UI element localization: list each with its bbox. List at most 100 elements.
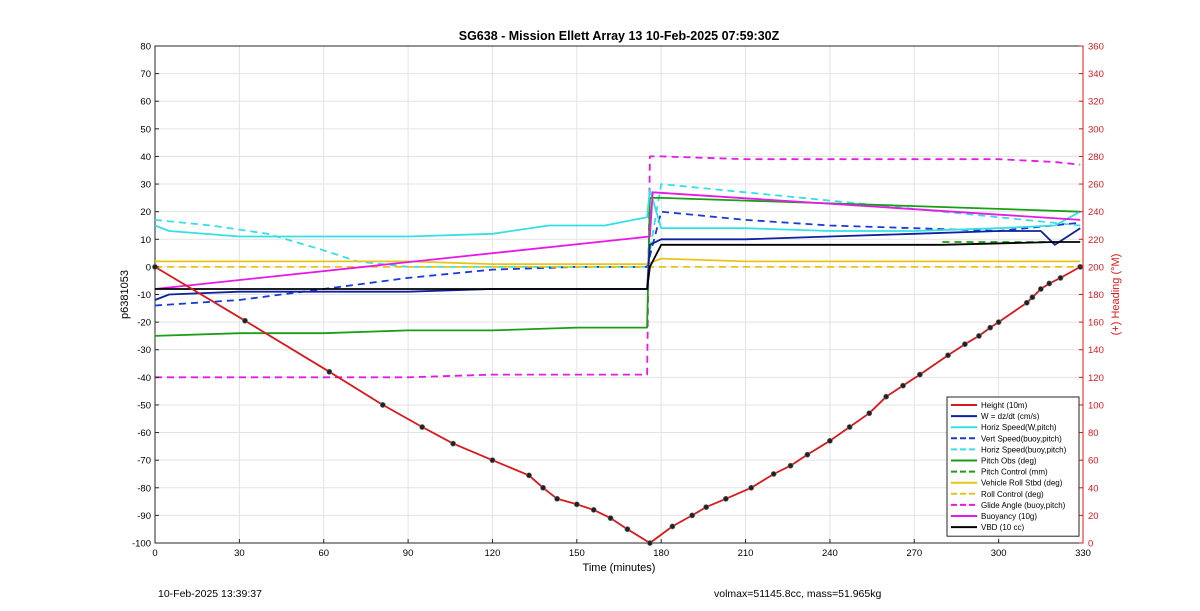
- legend-entry-label: Pitch Obs (deg): [981, 457, 1037, 466]
- series-line-buoyancy-10g: [154, 191, 1081, 290]
- legend-entry-label: Pitch Control (mm): [981, 468, 1048, 477]
- legend-entry-label: Vehicle Roll Stbd (deg): [981, 479, 1063, 488]
- height-marker: [379, 402, 386, 408]
- legend-entry-label: Glide Angle (buoy,pitch): [981, 501, 1066, 510]
- height-marker: [770, 471, 777, 477]
- height-marker: [976, 333, 982, 339]
- height-marker: [827, 437, 833, 444]
- footer-summary: volmax=51145.8cc, mass=51.965kg: [714, 588, 882, 600]
- x-tick-label: 30: [234, 548, 245, 559]
- height-marker: [689, 512, 696, 519]
- y-tick-label: -40: [137, 373, 151, 384]
- legend-entry-label: Vert Speed(buoy,pitch): [981, 434, 1062, 443]
- x-axis-label: Time (minutes): [583, 562, 656, 574]
- legend-box: [946, 396, 1080, 537]
- height-marker: [961, 341, 968, 348]
- height-marker: [1023, 299, 1030, 306]
- x-tick-label: 150: [569, 548, 585, 559]
- y2-axis-label: (+) Heading (°M): [1110, 254, 1122, 336]
- y-tick-label: -30: [137, 345, 151, 356]
- height-marker: [846, 424, 853, 430]
- legend-entry-label: Roll Control (deg): [981, 490, 1044, 499]
- x-tick-label: 180: [653, 548, 669, 559]
- y-tick-label: 70: [140, 69, 151, 80]
- series-height-10m: [152, 263, 1084, 546]
- height-marker: [647, 540, 653, 546]
- x-tick-label: 90: [403, 548, 414, 559]
- x-tick-label: 0: [152, 548, 157, 559]
- series-line-w-dz-dt-cm-s: [154, 227, 1081, 301]
- series-line-horiz-speed-w-pitch: [154, 188, 1081, 238]
- series-buoyancy-10g: [154, 191, 1081, 290]
- y2-tick-label: 300: [1088, 124, 1104, 135]
- height-marker: [669, 523, 676, 530]
- x-tick-label: 120: [485, 548, 501, 559]
- legend-entry-label: W = dz/dt (cm/s): [981, 412, 1040, 421]
- series-line-vbd-10-cc: [155, 241, 1081, 290]
- height-marker: [900, 382, 906, 389]
- height-marker: [987, 324, 994, 331]
- y2-tick-label: 320: [1088, 97, 1104, 108]
- height-marker: [554, 495, 561, 502]
- legend-entry-label: Horiz Speed(buoy,pitch): [981, 445, 1067, 454]
- y-tick-label: 60: [140, 97, 151, 108]
- x-tick-label: 300: [991, 548, 1007, 559]
- legend-entry-label: Height (10m): [981, 401, 1028, 410]
- y2-tick-label: 80: [1088, 428, 1099, 439]
- series-line-horiz-speed-buoy-pitch: [154, 183, 1081, 268]
- series-glide-angle-buoy-pitch: [155, 155, 1081, 379]
- y-tick-label: 80: [140, 42, 151, 53]
- y2-tick-label: 280: [1088, 152, 1104, 163]
- y2-tick-label: 140: [1088, 345, 1104, 356]
- y2-tick-label: 100: [1088, 400, 1104, 411]
- y-tick-label: -10: [137, 290, 151, 301]
- height-marker: [540, 484, 546, 491]
- y2-tick-label: 60: [1088, 456, 1099, 467]
- height-marker: [866, 410, 873, 417]
- height-marker: [1029, 294, 1036, 301]
- x-tick-label: 330: [1075, 548, 1091, 559]
- height-marker: [607, 515, 614, 522]
- y-tick-label: 30: [140, 180, 151, 191]
- y2-tick-label: 0: [1088, 539, 1093, 550]
- height-marker: [945, 352, 951, 359]
- x-tick-label: 270: [906, 548, 922, 559]
- y-tick-label: 50: [140, 124, 151, 135]
- footer-timestamp: 10-Feb-2025 13:39:37: [158, 588, 262, 600]
- x-tick-label: 210: [738, 548, 754, 559]
- grid-lines: [154, 45, 1084, 544]
- height-marker: [450, 440, 456, 447]
- chart-title: SG638 - Mission Ellett Array 13 10-Feb-2…: [459, 29, 780, 43]
- legend: Height (10m) W = dz/dt (cm/s) Horiz Speed(…: [946, 396, 1080, 537]
- y-tick-label: -100: [132, 539, 151, 550]
- height-marker: [883, 393, 890, 400]
- y-tick-label: -70: [137, 456, 151, 467]
- y-tick-label: -80: [137, 483, 151, 494]
- axes: 0 30 60 90 120 150 180 210 240 270 300 330-100-90-8…: [132, 42, 1104, 560]
- height-marker: [804, 451, 811, 458]
- y-tick-label: 0: [146, 262, 151, 273]
- x-tick-label: 60: [318, 548, 329, 559]
- height-marker: [326, 368, 333, 375]
- series-line-height-10m: [154, 266, 1081, 544]
- y2-tick-label: 360: [1088, 42, 1104, 53]
- y2-tick-label: 20: [1088, 511, 1099, 522]
- y2-tick-label: 260: [1088, 180, 1104, 191]
- y2-tick-label: 120: [1088, 373, 1104, 384]
- series-line-glide-angle-buoy-pitch: [155, 155, 1081, 379]
- y-tick-label: 20: [140, 207, 151, 218]
- y-tick-label: -20: [137, 318, 151, 329]
- y2-tick-label: 200: [1088, 262, 1104, 273]
- height-marker: [419, 424, 426, 430]
- y2-tick-label: 180: [1088, 290, 1104, 301]
- height-marker: [995, 319, 1002, 326]
- y-tick-label: -50: [137, 400, 151, 411]
- series-line-vehicle-roll-stbd-deg: [155, 257, 1081, 266]
- height-marker: [722, 495, 729, 502]
- y2-tick-label: 340: [1088, 69, 1104, 80]
- height-marker: [573, 501, 580, 508]
- legend-entry-label: VBD (10 cc): [981, 523, 1024, 532]
- height-marker: [624, 526, 631, 533]
- y-axis-label: p6381053: [119, 270, 131, 319]
